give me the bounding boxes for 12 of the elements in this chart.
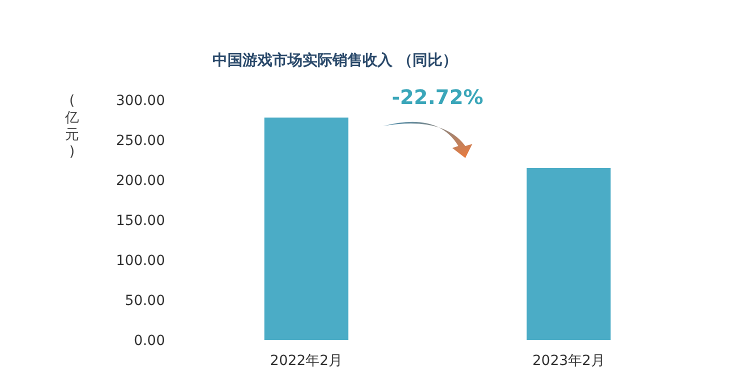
y-tick-label: 100.00: [116, 252, 165, 269]
y-tick-label: 0.00: [134, 332, 165, 349]
chart-title: 中国游戏市场实际销售收入 （同比）: [212, 51, 458, 69]
y-tick-label: 200.00: [116, 172, 165, 189]
x-tick-label: 2023年2月: [532, 353, 605, 369]
y-tick-label: 250.00: [116, 132, 165, 149]
y-axis-title: (亿元): [64, 93, 79, 160]
x-tick-label: 2022年2月: [270, 353, 343, 369]
y-tick-label: 50.00: [124, 292, 165, 309]
y-tick-label: 150.00: [116, 212, 165, 229]
annotation: -22.72%: [392, 85, 484, 109]
y-tick-label: 300.00: [116, 92, 165, 109]
